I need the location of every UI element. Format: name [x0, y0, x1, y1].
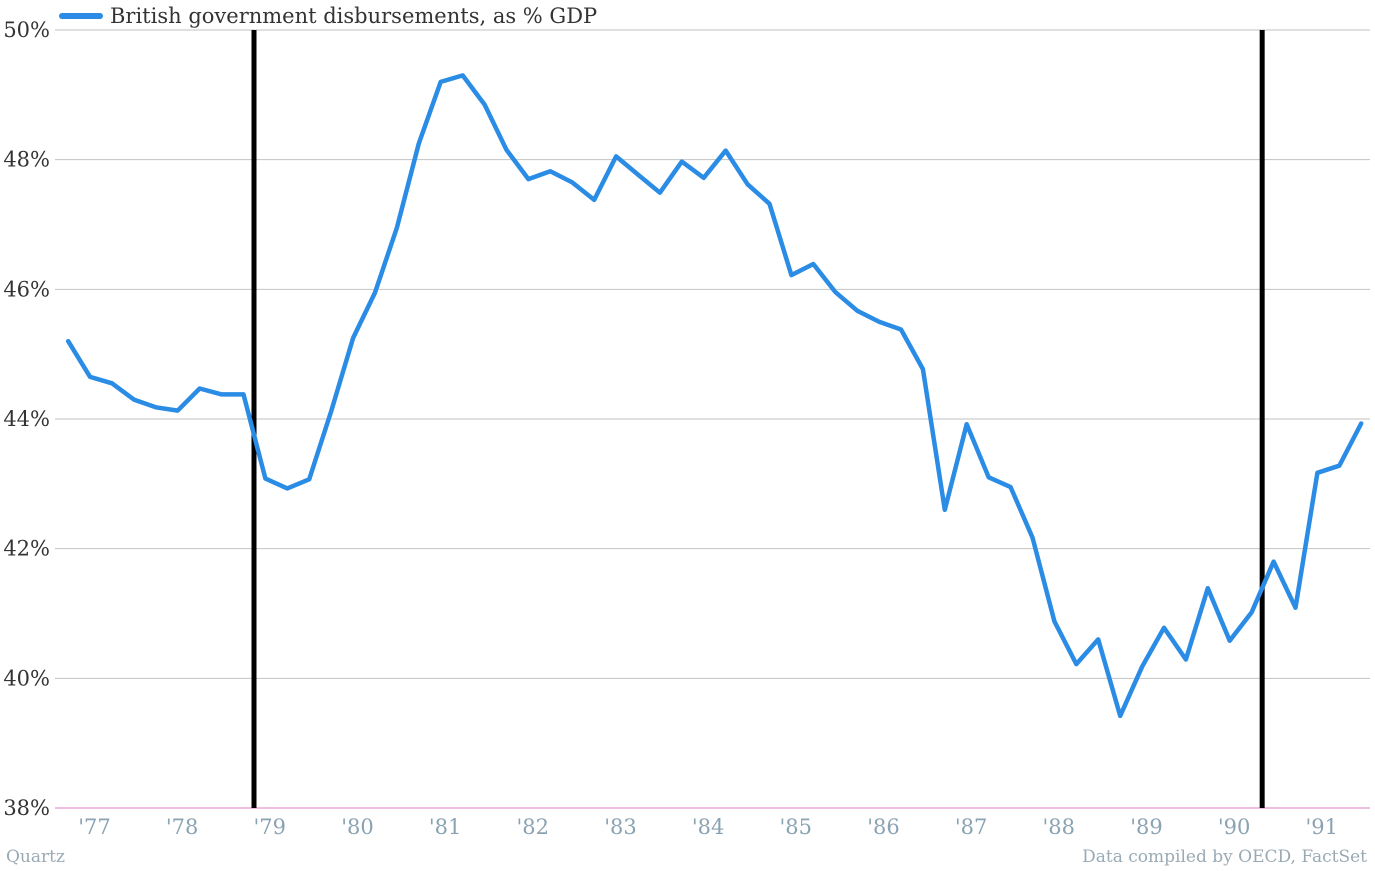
- gridlines: [55, 29, 1370, 809]
- legend: British government disbursements, as % G…: [59, 4, 597, 28]
- series-line: [65, 73, 1364, 719]
- y-tick-label: 44%: [3, 407, 50, 431]
- x-tick-label: '81: [429, 815, 462, 839]
- x-tick-label: '84: [692, 815, 725, 839]
- x-tick-label: '90: [1218, 815, 1251, 839]
- x-tick-label: '91: [1306, 815, 1339, 839]
- legend-label: British government disbursements, as % G…: [110, 4, 597, 28]
- series-layer: [65, 73, 1364, 719]
- x-tick-label: '88: [1043, 815, 1076, 839]
- y-tick-label: 38%: [3, 796, 50, 820]
- y-tick-label: 42%: [3, 537, 50, 561]
- y-tick-label: 46%: [3, 277, 50, 301]
- y-axis: 38% 40% 42% 44% 46% 48% 50%: [3, 18, 50, 820]
- x-tick-label: '85: [780, 815, 813, 839]
- footer-source-left: Quartz: [6, 847, 65, 867]
- x-tick-label: '89: [1130, 815, 1163, 839]
- x-axis: '77 '78 '79 '80 '81 '82 '83 '84 '85 '86 '87 '88 '89 '…: [78, 815, 1338, 839]
- y-tick-label: 48%: [3, 148, 50, 172]
- x-tick-label: '82: [517, 815, 550, 839]
- x-tick-label: '80: [341, 815, 374, 839]
- y-tick-label: 40%: [3, 666, 50, 690]
- x-tick-label: '78: [166, 815, 199, 839]
- x-tick-label: '86: [867, 815, 900, 839]
- x-tick-label: '83: [604, 815, 637, 839]
- footer-source-right: Data compiled by OECD, FactSet: [1082, 847, 1367, 867]
- vertical-markers: [251, 30, 1265, 808]
- x-tick-label: '79: [254, 815, 287, 839]
- y-tick-label: 50%: [3, 18, 50, 42]
- x-tick-label: '77: [78, 815, 111, 839]
- x-tick-label: '87: [955, 815, 988, 839]
